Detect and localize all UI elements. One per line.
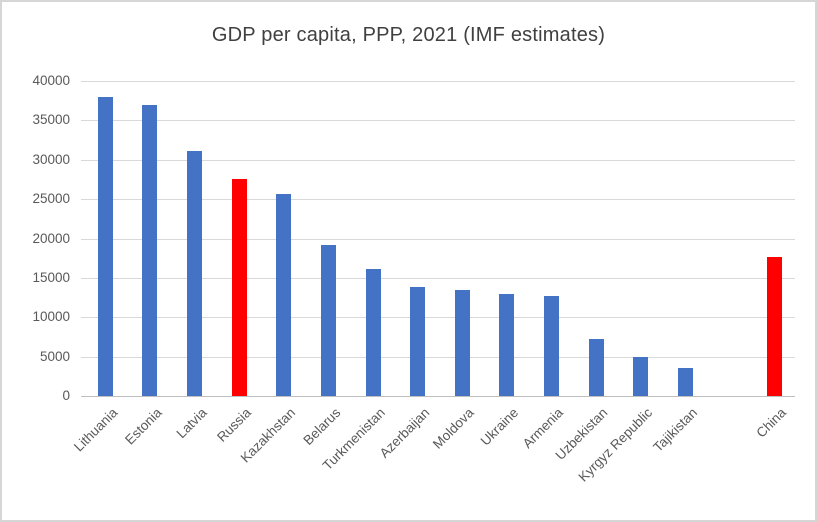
y-axis-tick-label: 40000: [32, 73, 70, 88]
bar-tajikistan: [677, 367, 693, 396]
x-axis-category-label: Lithuania: [70, 405, 120, 455]
x-axis-category-label: Belarus: [300, 405, 344, 448]
y-axis-tick-label: 0: [62, 388, 70, 403]
x-axis-category-label: China: [753, 405, 790, 441]
y-gridline: [81, 277, 795, 279]
bar-estonia: [142, 104, 158, 396]
y-axis-tick-label: 25000: [32, 191, 70, 207]
y-axis-tick-label: 30000: [32, 151, 70, 167]
bar-azerbaijan: [410, 287, 426, 396]
x-axis-category-label: Moldova: [430, 405, 477, 452]
y-gridline: [81, 238, 795, 240]
bar-ukraine: [499, 294, 515, 396]
x-axis-category-label: Tajikistan: [650, 405, 701, 455]
y-axis-tick-label: 35000: [32, 112, 70, 128]
y-axis-tick-label: 15000: [32, 269, 70, 285]
bar-kazakhstan: [276, 194, 292, 396]
x-axis-category-label: Ukraine: [478, 405, 522, 449]
bar-lithuania: [97, 96, 113, 396]
y-gridline: [81, 120, 795, 122]
x-axis-category-label: Estonia: [122, 405, 165, 448]
bar-moldova: [454, 289, 470, 396]
bar-russia: [231, 179, 247, 396]
y-gridline: [81, 81, 795, 82]
x-axis-line: [81, 396, 795, 397]
bar-uzbekistan: [588, 339, 604, 396]
x-axis-category-label: Russia: [214, 405, 254, 445]
y-gridline: [81, 199, 795, 201]
chart-title: GDP per capita, PPP, 2021 (IMF estimates…: [211, 24, 606, 46]
bar-belarus: [320, 244, 336, 396]
bar-turkmenistan: [365, 269, 381, 396]
y-gridline: [81, 356, 795, 358]
x-axis-category-label: Latvia: [173, 405, 210, 442]
bar-china: [767, 257, 783, 396]
y-axis-tick-label: 10000: [32, 309, 70, 325]
bar-armenia: [544, 295, 560, 396]
y-gridline: [81, 159, 795, 161]
y-gridline: [81, 317, 795, 319]
y-axis-tick-label: 20000: [32, 230, 70, 246]
y-axis-tick-label: 5000: [39, 348, 70, 364]
bar-latvia: [187, 151, 203, 396]
bar-kyrgyz-republic: [633, 357, 649, 396]
